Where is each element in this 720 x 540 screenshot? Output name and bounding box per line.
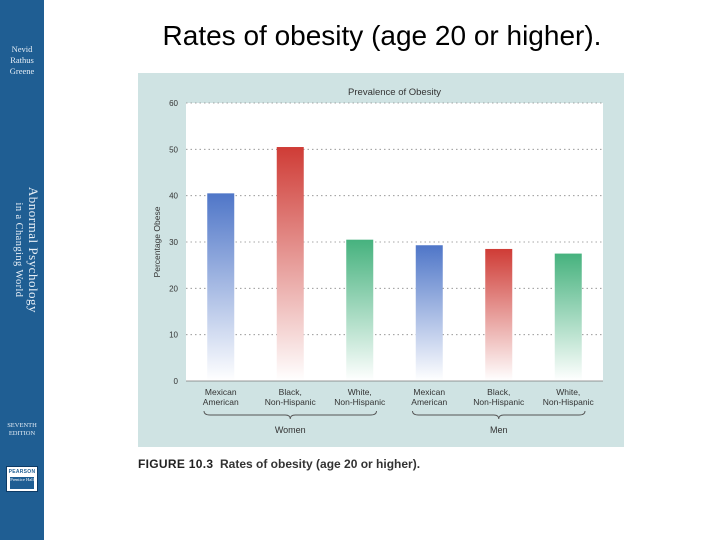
edition-line1: SEVENTH — [7, 422, 37, 429]
group-brace — [412, 410, 586, 420]
y-tick-label: 0 — [174, 377, 179, 386]
x-tick-label: Non-Hispanic — [265, 397, 317, 407]
x-tick-label: White, — [348, 387, 372, 397]
sidebar-edition: SEVENTH EDITION — [0, 422, 44, 438]
publisher-logo: PEARSON Prentice Hall — [6, 466, 38, 492]
sidebar: Nevid Rathus Greene Abnormal Psychology … — [0, 0, 44, 540]
chart-title: Prevalence of Obesity — [348, 87, 441, 98]
figure-caption: FIGURE 10.3 Rates of obesity (age 20 or … — [138, 457, 420, 471]
author-name: Greene — [9, 66, 35, 76]
group-label: Men — [490, 425, 508, 435]
bar — [485, 248, 513, 381]
x-tick-label: American — [203, 397, 239, 407]
x-tick-label: White, — [556, 387, 580, 397]
y-tick-label: 40 — [169, 192, 178, 201]
x-tick-label: Black, — [487, 387, 510, 397]
x-tick-label: Mexican — [413, 387, 445, 397]
x-tick-label: Mexican — [205, 387, 237, 397]
bar — [554, 253, 582, 381]
bar — [415, 245, 443, 381]
publisher-logo-name: PEARSON — [8, 469, 36, 475]
author-name: Nevid — [11, 44, 33, 54]
y-tick-label: 10 — [169, 331, 178, 340]
sidebar-authors: Nevid Rathus Greene — [0, 44, 44, 77]
bar — [276, 147, 304, 381]
book-title-line1: Abnormal Psychology — [26, 186, 41, 314]
bar — [346, 239, 374, 381]
x-tick-label: Non-Hispanic — [543, 397, 595, 407]
x-tick-label: Non-Hispanic — [473, 397, 525, 407]
edition-line2: EDITION — [8, 430, 36, 437]
y-axis-label: Percentage Obese — [152, 206, 162, 277]
publisher-logo-imprint: Prentice Hall — [10, 477, 34, 489]
y-tick-label: 20 — [169, 284, 178, 293]
x-tick-label: Black, — [279, 387, 302, 397]
y-tick-label: 60 — [169, 99, 178, 108]
bar — [207, 193, 235, 381]
group-label: Women — [275, 425, 306, 435]
figure-number: FIGURE 10.3 — [138, 457, 214, 471]
group-brace — [203, 410, 377, 420]
y-tick-label: 50 — [169, 145, 178, 154]
x-tick-label: Non-Hispanic — [334, 397, 386, 407]
book-title-line2: in a Changing World — [13, 202, 24, 298]
slide-title: Rates of obesity (age 20 or higher). — [162, 20, 602, 51]
figure-panel: Prevalence of Obesity 0 10 20 30 40 50 60 Percen… — [138, 73, 624, 447]
obesity-bar-chart: Prevalence of Obesity 0 10 20 30 40 50 60 Percen… — [152, 87, 603, 435]
figure-caption-text: Rates of obesity (age 20 or higher). — [220, 457, 421, 471]
y-tick-label: 30 — [169, 238, 178, 247]
sidebar-book-title: Abnormal Psychology in a Changing World — [2, 125, 42, 375]
x-tick-label: American — [411, 397, 447, 407]
author-name: Rathus — [10, 55, 34, 65]
